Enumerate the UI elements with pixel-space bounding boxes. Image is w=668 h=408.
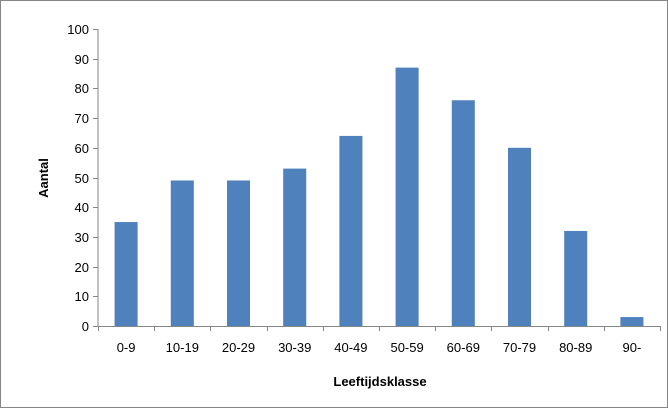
y-axis-title: Aantal bbox=[36, 158, 51, 198]
x-tick-label: 40-49 bbox=[334, 340, 367, 355]
x-tick-label: 30-39 bbox=[278, 340, 311, 355]
x-axis-title: Leeftijdsklasse bbox=[333, 374, 426, 389]
y-axis: 0 10 20 30 40 50 60 70 80 90 100 bbox=[67, 22, 99, 334]
y-tick-label: 90 bbox=[75, 52, 89, 67]
y-tick-label: 20 bbox=[75, 260, 89, 275]
y-tick-label: 70 bbox=[75, 111, 89, 126]
y-tick-label: 50 bbox=[75, 171, 89, 186]
x-tick-label: 10-19 bbox=[166, 340, 199, 355]
bar-70-79 bbox=[507, 147, 532, 326]
bars bbox=[114, 67, 644, 327]
x-tick-label: 0-9 bbox=[117, 340, 136, 355]
y-tick-label: 30 bbox=[75, 230, 89, 245]
x-tick-label: 50-59 bbox=[390, 340, 423, 355]
y-tick-label: 40 bbox=[75, 200, 89, 215]
x-tick-label: 70-79 bbox=[503, 340, 536, 355]
bar-80-89 bbox=[564, 230, 588, 326]
bar-60-69 bbox=[451, 100, 475, 326]
y-tick-label: 80 bbox=[75, 81, 89, 96]
x-tick-label: 90- bbox=[623, 340, 642, 355]
x-tick-label: 60-69 bbox=[447, 340, 480, 355]
bar-10-19 bbox=[170, 180, 194, 326]
y-tick-label: 60 bbox=[75, 141, 89, 156]
x-tick-label: 80-89 bbox=[559, 340, 592, 355]
bar-20-29 bbox=[226, 180, 251, 326]
y-tick-label: 100 bbox=[67, 22, 89, 37]
bar-40-49 bbox=[339, 135, 363, 326]
bar-30-39 bbox=[283, 168, 307, 326]
bar-50-59 bbox=[395, 67, 419, 327]
y-tick-label: 10 bbox=[75, 289, 89, 304]
bar-0-9 bbox=[114, 222, 138, 326]
x-tick-label: 20-29 bbox=[222, 340, 255, 355]
x-axis: 0-9 10-19 20-29 30-39 40-49 50-59 60-69 70-79 80… bbox=[98, 326, 661, 355]
bar-90- bbox=[620, 317, 644, 326]
y-tick-label: 0 bbox=[82, 319, 89, 334]
